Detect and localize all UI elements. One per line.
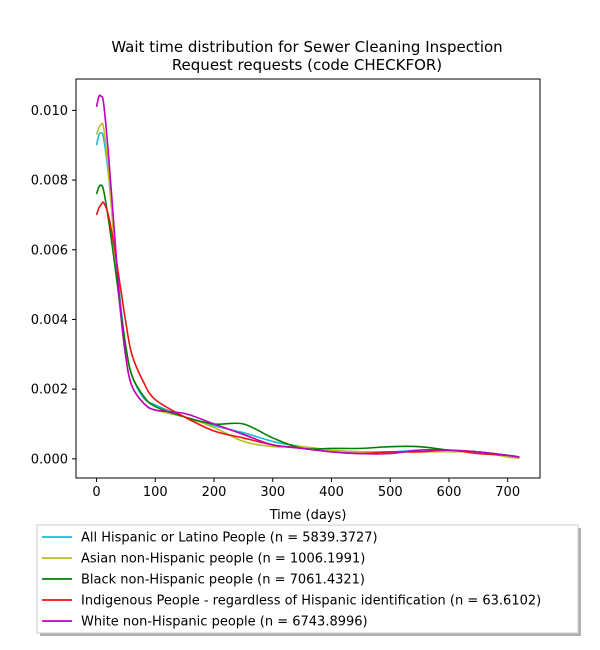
legend-label-3: Black non-Hispanic people (n = 7061.4321… <box>81 573 365 588</box>
plot-frame <box>75 78 541 479</box>
legend-items: All Hispanic or Latino People (n = 5839.… <box>42 531 541 630</box>
x-tick-label: 0 <box>92 485 100 500</box>
legend-label-1: All Hispanic or Latino People (n = 5839.… <box>81 531 378 546</box>
chart-title-line-2: Request requests (code CHECKFOR) <box>172 56 442 74</box>
x-tick-label: 300 <box>260 485 285 500</box>
x-tick-label: 400 <box>319 485 344 500</box>
y-axis: 0.000 0.002 0.004 0.006 0.008 0.010 <box>31 104 76 467</box>
legend-label-4: Indigenous People - regardless of Hispan… <box>81 594 541 609</box>
series-line-3 <box>95 184 520 458</box>
series-line-4 <box>95 201 520 458</box>
y-tick-label: 0.006 <box>31 243 68 258</box>
y-tick-label: 0.000 <box>31 452 68 467</box>
x-axis-label: Time (days) <box>269 508 347 523</box>
x-tick-label: 600 <box>437 485 462 500</box>
series-line-5 <box>95 94 520 458</box>
y-tick-label: 0.002 <box>31 383 68 398</box>
legend-label-5: White non-Hispanic people (n = 6743.8996… <box>81 615 368 630</box>
x-axis: 0 100 200 300 400 500 600 700 <box>92 478 520 500</box>
legend: All Hispanic or Latino People (n = 5839.… <box>36 524 581 636</box>
legend-label-2: Asian non-Hispanic people (n = 1006.1991… <box>81 552 365 567</box>
x-tick-label: 500 <box>378 485 403 500</box>
plot-area <box>75 78 541 479</box>
x-tick-label: 700 <box>495 485 520 500</box>
y-tick-label: 0.010 <box>31 104 68 119</box>
chart-title-line-1: Wait time distribution for Sewer Cleanin… <box>111 38 502 56</box>
x-tick-label: 100 <box>143 485 168 500</box>
x-tick-label: 200 <box>202 485 227 500</box>
legend-frame <box>36 524 579 634</box>
y-tick-label: 0.008 <box>31 174 68 189</box>
series-layer <box>95 94 520 459</box>
y-tick-label: 0.004 <box>31 313 68 328</box>
